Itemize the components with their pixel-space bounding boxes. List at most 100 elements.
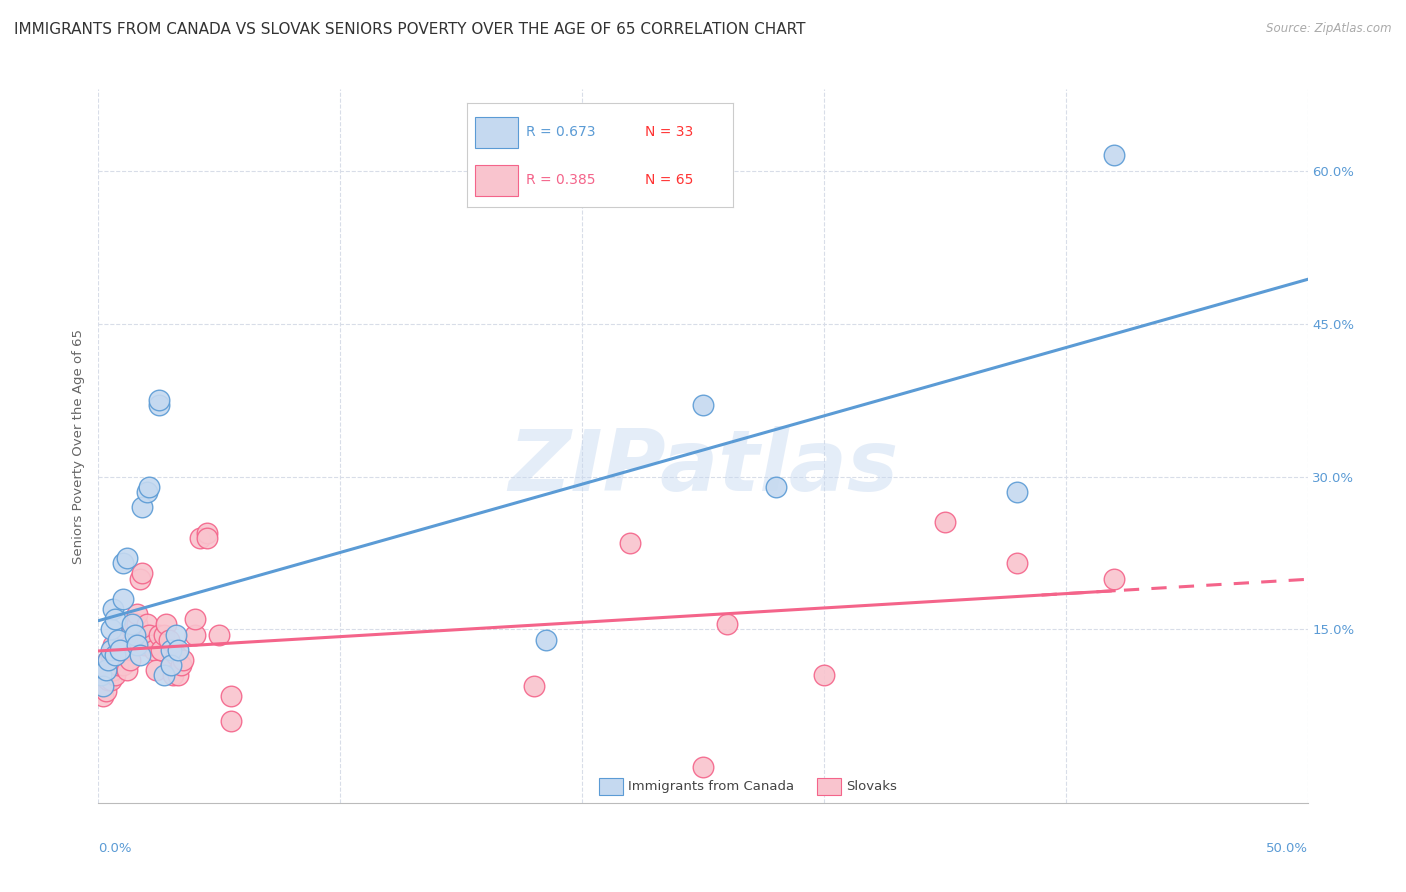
FancyBboxPatch shape	[817, 778, 841, 795]
Point	[184, 612, 207, 626]
Point	[121, 623, 143, 637]
Point	[167, 668, 190, 682]
Point	[813, 668, 835, 682]
Point	[148, 398, 170, 412]
Point	[90, 668, 112, 682]
Point	[150, 643, 173, 657]
Text: 50.0%: 50.0%	[1265, 842, 1308, 855]
Point	[97, 673, 120, 688]
Text: Immigrants from Canada: Immigrants from Canada	[628, 780, 794, 793]
Text: IMMIGRANTS FROM CANADA VS SLOVAK SENIORS POVERTY OVER THE AGE OF 65 CORRELATION : IMMIGRANTS FROM CANADA VS SLOVAK SENIORS…	[14, 22, 806, 37]
Point	[100, 673, 122, 688]
Point	[692, 760, 714, 774]
Point	[135, 632, 157, 647]
Point	[127, 607, 149, 622]
Point	[134, 638, 156, 652]
Point	[131, 566, 153, 581]
Point	[934, 516, 956, 530]
Point	[135, 484, 157, 499]
Point	[107, 643, 129, 657]
Point	[117, 627, 139, 641]
Point	[145, 663, 167, 677]
Point	[101, 663, 124, 677]
Point	[221, 689, 243, 703]
Point	[1007, 556, 1029, 570]
Text: Slovaks: Slovaks	[845, 780, 897, 793]
Point	[523, 679, 546, 693]
Point	[208, 627, 231, 641]
Point	[141, 638, 163, 652]
Point	[160, 643, 183, 657]
Point	[111, 632, 134, 647]
Point	[221, 714, 243, 729]
Point	[152, 627, 174, 641]
Point	[124, 627, 146, 641]
Point	[104, 653, 127, 667]
Point	[128, 648, 150, 662]
Point	[114, 643, 136, 657]
Point	[108, 632, 131, 647]
Point	[172, 653, 194, 667]
Point	[148, 393, 170, 408]
Point	[117, 551, 139, 566]
Point	[107, 658, 129, 673]
Point	[100, 658, 122, 673]
Point	[118, 638, 141, 652]
Point	[104, 648, 127, 662]
Point	[94, 683, 117, 698]
FancyBboxPatch shape	[599, 778, 623, 795]
Point	[148, 627, 170, 641]
Point	[108, 643, 131, 657]
Point	[195, 531, 218, 545]
Point	[97, 653, 120, 667]
Point	[195, 525, 218, 540]
Point	[118, 653, 141, 667]
Point	[127, 638, 149, 652]
Point	[157, 632, 180, 647]
Point	[765, 480, 787, 494]
Point	[94, 663, 117, 677]
Point	[1102, 572, 1125, 586]
Point	[716, 617, 738, 632]
Point	[91, 679, 114, 693]
Text: Source: ZipAtlas.com: Source: ZipAtlas.com	[1267, 22, 1392, 36]
Point	[692, 398, 714, 412]
Point	[91, 668, 114, 682]
Point	[155, 617, 177, 632]
Point	[1007, 484, 1029, 499]
Y-axis label: Seniors Poverty Over the Age of 65: Seniors Poverty Over the Age of 65	[72, 328, 86, 564]
Point	[90, 679, 112, 693]
Point	[188, 531, 211, 545]
Point	[111, 591, 134, 606]
Point	[138, 480, 160, 494]
Point	[111, 658, 134, 673]
Point	[143, 643, 166, 657]
Point	[121, 617, 143, 632]
Point	[127, 617, 149, 632]
Point	[165, 648, 187, 662]
Point	[152, 668, 174, 682]
Point	[100, 623, 122, 637]
Point	[100, 648, 122, 662]
Point	[117, 663, 139, 677]
Text: ZIPatlas: ZIPatlas	[508, 425, 898, 509]
Point	[169, 658, 191, 673]
Point	[1102, 148, 1125, 162]
Point	[135, 617, 157, 632]
Point	[111, 556, 134, 570]
Point	[160, 658, 183, 673]
Point	[131, 500, 153, 515]
Point	[165, 627, 187, 641]
Point	[104, 612, 127, 626]
Point	[128, 572, 150, 586]
Point	[162, 668, 184, 682]
Point	[107, 632, 129, 647]
Point	[619, 536, 641, 550]
Point	[160, 658, 183, 673]
Point	[100, 643, 122, 657]
Point	[138, 627, 160, 641]
Point	[184, 627, 207, 641]
Point	[97, 653, 120, 667]
Point	[101, 638, 124, 652]
Point	[90, 673, 112, 688]
